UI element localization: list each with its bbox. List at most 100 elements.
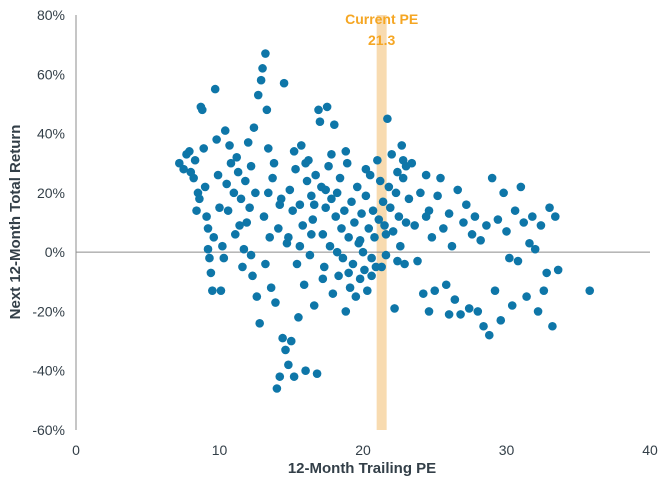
data-point (327, 150, 336, 159)
data-point (513, 256, 523, 266)
data-point (206, 268, 216, 278)
data-point (185, 147, 194, 156)
data-point (192, 206, 201, 215)
data-point (239, 244, 249, 254)
data-point (251, 188, 260, 198)
data-point (394, 212, 404, 221)
data-point (301, 366, 310, 376)
data-point (284, 360, 293, 370)
data-point (487, 173, 497, 183)
data-point (314, 105, 323, 115)
data-point (325, 241, 335, 251)
data-point (292, 259, 302, 269)
data-point (467, 230, 477, 239)
data-point (279, 78, 289, 88)
data-point (381, 250, 391, 260)
annotation-line2: 21.3 (368, 32, 395, 48)
data-point (278, 333, 287, 343)
data-point (295, 200, 305, 210)
data-point (545, 203, 554, 212)
data-point (222, 179, 231, 189)
data-point (388, 227, 398, 236)
data-point (464, 304, 474, 313)
data-point (179, 164, 188, 174)
data-point (363, 286, 372, 295)
data-point (530, 244, 540, 254)
x-tick-label: 30 (499, 442, 515, 458)
data-point (433, 191, 442, 201)
data-point (482, 221, 491, 230)
data-point (318, 274, 328, 284)
data-point (311, 170, 320, 180)
data-point (246, 250, 256, 260)
data-point (374, 215, 384, 224)
data-point (272, 384, 282, 393)
data-point (375, 176, 385, 186)
data-point (236, 194, 246, 204)
data-point (312, 369, 322, 378)
data-point (289, 147, 299, 156)
data-point (335, 173, 345, 183)
data-point (195, 194, 204, 204)
data-point (367, 271, 376, 281)
data-point (262, 105, 272, 115)
data-point (367, 253, 376, 263)
data-point (294, 313, 303, 322)
data-point (307, 230, 316, 239)
data-point (391, 188, 401, 198)
data-point (516, 182, 526, 192)
data-point (387, 150, 397, 159)
data-point (295, 241, 305, 251)
data-point (233, 167, 243, 177)
data-point (243, 138, 253, 147)
data-point (299, 280, 309, 290)
y-tick-label: -60% (32, 422, 65, 438)
data-point (289, 372, 299, 381)
data-point (220, 126, 230, 135)
data-point (203, 224, 213, 233)
data-point (585, 286, 595, 295)
data-point (263, 188, 273, 198)
data-point (393, 167, 402, 177)
data-point (209, 233, 219, 242)
data-point (355, 235, 365, 245)
data-point (345, 283, 355, 293)
data-point (271, 298, 280, 307)
x-tick-label: 10 (212, 442, 228, 458)
data-point (319, 262, 329, 272)
data-point (502, 227, 511, 236)
data-point (479, 321, 488, 331)
data-point (373, 155, 382, 165)
data-point (308, 215, 318, 224)
data-point (450, 295, 460, 304)
data-point (360, 265, 369, 275)
data-point (393, 256, 402, 266)
data-point (350, 218, 359, 227)
data-point (218, 241, 227, 251)
data-point (473, 307, 483, 316)
data-point (439, 224, 448, 233)
data-point (510, 206, 520, 215)
data-point (248, 271, 257, 281)
data-point (430, 286, 440, 295)
data-point (208, 286, 217, 295)
data-point (507, 301, 517, 310)
data-point (342, 158, 352, 168)
data-point (407, 158, 417, 168)
data-point (296, 141, 306, 150)
data-point (249, 123, 259, 132)
data-point (226, 158, 236, 168)
data-point (418, 289, 428, 298)
data-point (522, 292, 531, 301)
data-point (199, 144, 209, 153)
data-point (364, 224, 374, 233)
data-point (462, 200, 471, 210)
data-point (416, 188, 425, 198)
data-point (212, 135, 221, 144)
data-point (261, 259, 270, 269)
data-point (263, 144, 273, 153)
data-point (235, 221, 244, 230)
data-point (275, 372, 285, 381)
data-point (338, 253, 348, 263)
